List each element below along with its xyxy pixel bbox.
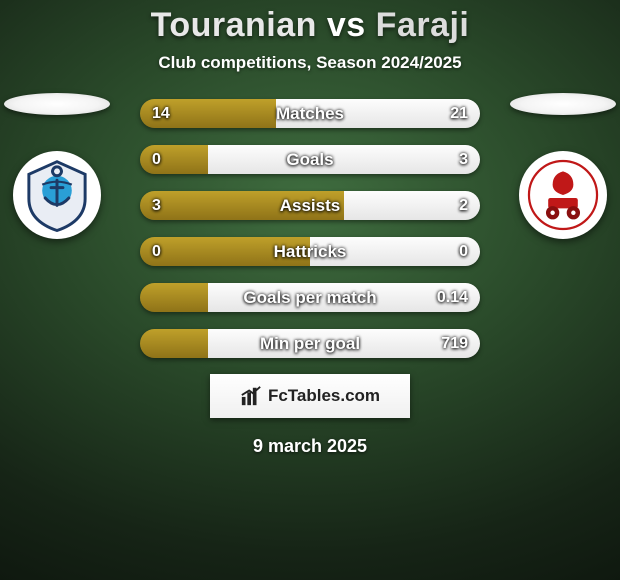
- anchor-crest-icon: [20, 158, 94, 232]
- stat-row: 14 Matches 21: [140, 99, 480, 128]
- title-player-2: Faraji: [376, 6, 470, 44]
- player-1-platform-ellipse: [4, 93, 110, 115]
- stat-bar-left: [140, 145, 208, 174]
- attribution-badge: FcTables.com: [210, 374, 410, 418]
- stat-bar-fill: [140, 329, 480, 358]
- player-2-side: [508, 93, 618, 239]
- stat-bar-fill: [140, 99, 480, 128]
- tractor-crest-icon: [526, 158, 600, 232]
- stat-bar-fill: [140, 283, 480, 312]
- stat-bar-left: [140, 191, 344, 220]
- stat-bar-fill: [140, 191, 480, 220]
- player-1-club-badge: [13, 151, 101, 239]
- player-1-side: [2, 93, 112, 239]
- stat-row: 0 Goals 3: [140, 145, 480, 174]
- stat-bar-fill: [140, 145, 480, 174]
- stat-bar-left: [140, 237, 310, 266]
- stat-bar-right: [208, 329, 480, 358]
- player-2-platform-ellipse: [510, 93, 616, 115]
- player-2-club-badge: [519, 151, 607, 239]
- title-vs: vs: [327, 6, 366, 44]
- stat-bar-fill: [140, 237, 480, 266]
- stat-bar-left: [140, 283, 208, 312]
- page-title: Touranian vs Faraji: [151, 6, 470, 45]
- stat-bar-left: [140, 329, 208, 358]
- stat-row: 0 Hattricks 0: [140, 237, 480, 266]
- comparison-arena: 14 Matches 21 0 Goals 3 3 Assists: [0, 99, 620, 358]
- infographic-root: Touranian vs Faraji Club competitions, S…: [0, 0, 620, 580]
- stat-bar-right: [208, 145, 480, 174]
- attribution-text: FcTables.com: [268, 386, 380, 406]
- stat-row: 3 Assists 2: [140, 191, 480, 220]
- stat-bar-right: [344, 191, 480, 220]
- stat-row: Min per goal 719: [140, 329, 480, 358]
- bar-chart-icon: [240, 385, 262, 407]
- stat-bars: 14 Matches 21 0 Goals 3 3 Assists: [140, 99, 480, 358]
- stat-bar-left: [140, 99, 276, 128]
- stat-bar-right: [276, 99, 480, 128]
- stat-row: Goals per match 0.14: [140, 283, 480, 312]
- infographic-date: 9 march 2025: [253, 436, 367, 457]
- subtitle: Club competitions, Season 2024/2025: [158, 53, 461, 73]
- title-player-1: Touranian: [151, 6, 317, 44]
- stat-bar-right: [208, 283, 480, 312]
- stat-bar-right: [310, 237, 480, 266]
